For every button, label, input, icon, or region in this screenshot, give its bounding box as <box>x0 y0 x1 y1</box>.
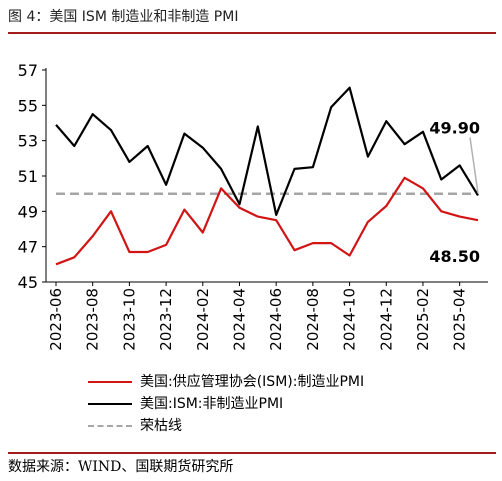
legend-label-manufacturing-pmi: 美国:供应管理协会(ISM):制造业PMI <box>140 374 365 390</box>
annotation-leader-line <box>469 137 479 194</box>
y-tick-label: 57 <box>18 61 38 80</box>
annotation-manufacturing-latest: 48.50 <box>429 247 480 266</box>
title-rule <box>8 32 496 34</box>
x-tick-label: 2025-04 <box>451 288 469 351</box>
x-tick-label: 2023-06 <box>47 288 65 351</box>
x-tick-label: 2024-04 <box>230 288 248 351</box>
chart-annotations: 49.90 48.50 <box>429 118 480 266</box>
chart-series <box>55 86 479 266</box>
x-tick-label: 2024-12 <box>377 288 395 351</box>
legend-swatch-boom-bust-line <box>88 425 132 427</box>
x-tick-label: 2024-02 <box>194 288 212 351</box>
legend-label-non-manufacturing-pmi: 美国:ISM:非制造业PMI <box>140 396 284 412</box>
legend-swatch-non-manufacturing-pmi <box>88 403 132 405</box>
y-tick-label: 55 <box>18 96 38 115</box>
figure-title: 图 4：美国 ISM 制造业和非制造 PMI <box>8 9 239 25</box>
x-tick-label: 2025-02 <box>414 288 432 351</box>
x-tick-label: 2024-10 <box>341 288 359 351</box>
y-tick-label: 51 <box>18 167 38 186</box>
x-tick-label: 2024-06 <box>267 288 285 351</box>
x-tick-label: 2024-08 <box>304 288 322 351</box>
source-note: 数据来源：WIND、国联期货研究所 <box>8 459 234 475</box>
legend-label-boom-bust-line: 荣枯线 <box>140 418 182 434</box>
legend-swatch-manufacturing-pmi <box>88 381 132 383</box>
source-rule <box>8 452 496 454</box>
y-tick-label: 47 <box>18 238 38 257</box>
manufacturing-pmi-line <box>55 176 479 266</box>
y-tick-label: 49 <box>18 202 38 221</box>
chart-axes: 45 47 49 51 53 55 57 2023-06 2023-08 2023-10 2023-… <box>18 61 488 351</box>
x-tick-label: 2023-12 <box>157 288 175 351</box>
x-tick-label: 2023-08 <box>84 288 102 351</box>
x-tick-label: 2023-10 <box>120 288 138 351</box>
y-tick-label: 45 <box>18 273 38 292</box>
annotation-non-manufacturing-latest: 49.90 <box>429 118 480 137</box>
y-tick-label: 53 <box>18 132 38 151</box>
non-manufacturing-pmi-line <box>55 86 479 216</box>
